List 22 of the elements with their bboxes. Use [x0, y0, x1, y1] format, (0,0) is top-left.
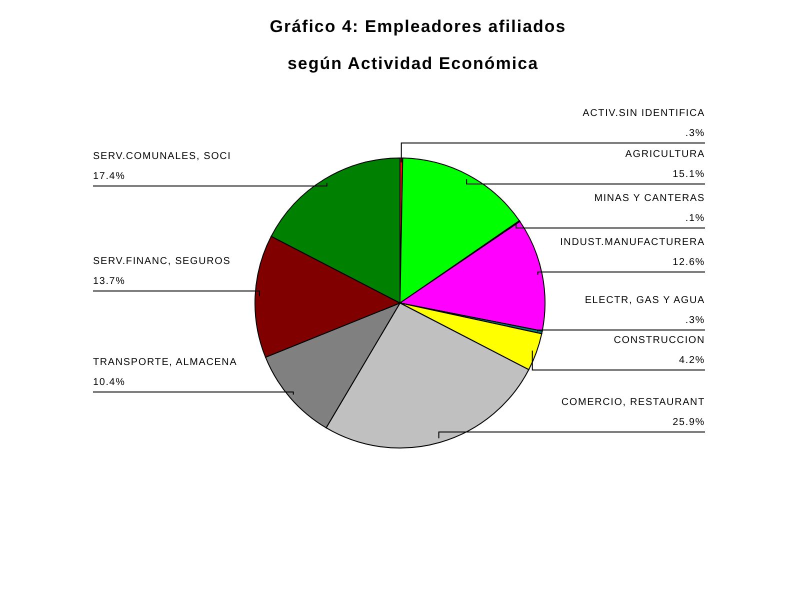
slice-label: TRANSPORTE, ALMACENA	[93, 357, 238, 368]
data-label: 10.4%	[93, 377, 126, 388]
slice-label: CONSTRUCCION	[614, 335, 705, 346]
data-label: 25.9%	[672, 417, 705, 428]
data-label: .3%	[685, 315, 705, 326]
data-label: 4.2%	[679, 355, 705, 366]
slice-label: SERV.FINANC, SEGUROS	[93, 256, 231, 267]
data-label: 15.1%	[672, 169, 705, 180]
slice-label: ELECTR, GAS Y AGUA	[584, 295, 705, 306]
slice-label: ACTIV.SIN IDENTIFICA	[582, 108, 705, 119]
slice-label: AGRICULTURA	[625, 149, 705, 160]
data-label: 13.7%	[93, 276, 126, 287]
chart-title: Gráfico 4: Empleadores afiliados	[270, 17, 566, 36]
slice-label: INDUST.MANUFACTURERA	[560, 237, 705, 248]
data-label: 12.6%	[672, 257, 705, 268]
slice-label: SERV.COMUNALES, SOCI	[93, 151, 232, 162]
slice-label: MINAS Y CANTERAS	[594, 193, 705, 204]
slice-label: COMERCIO, RESTAURANT	[561, 397, 705, 408]
data-label: .1%	[685, 213, 705, 224]
data-label: .3%	[685, 128, 705, 139]
data-label: 17.4%	[93, 171, 126, 182]
chart-subtitle: según Actividad Económica	[287, 54, 539, 73]
